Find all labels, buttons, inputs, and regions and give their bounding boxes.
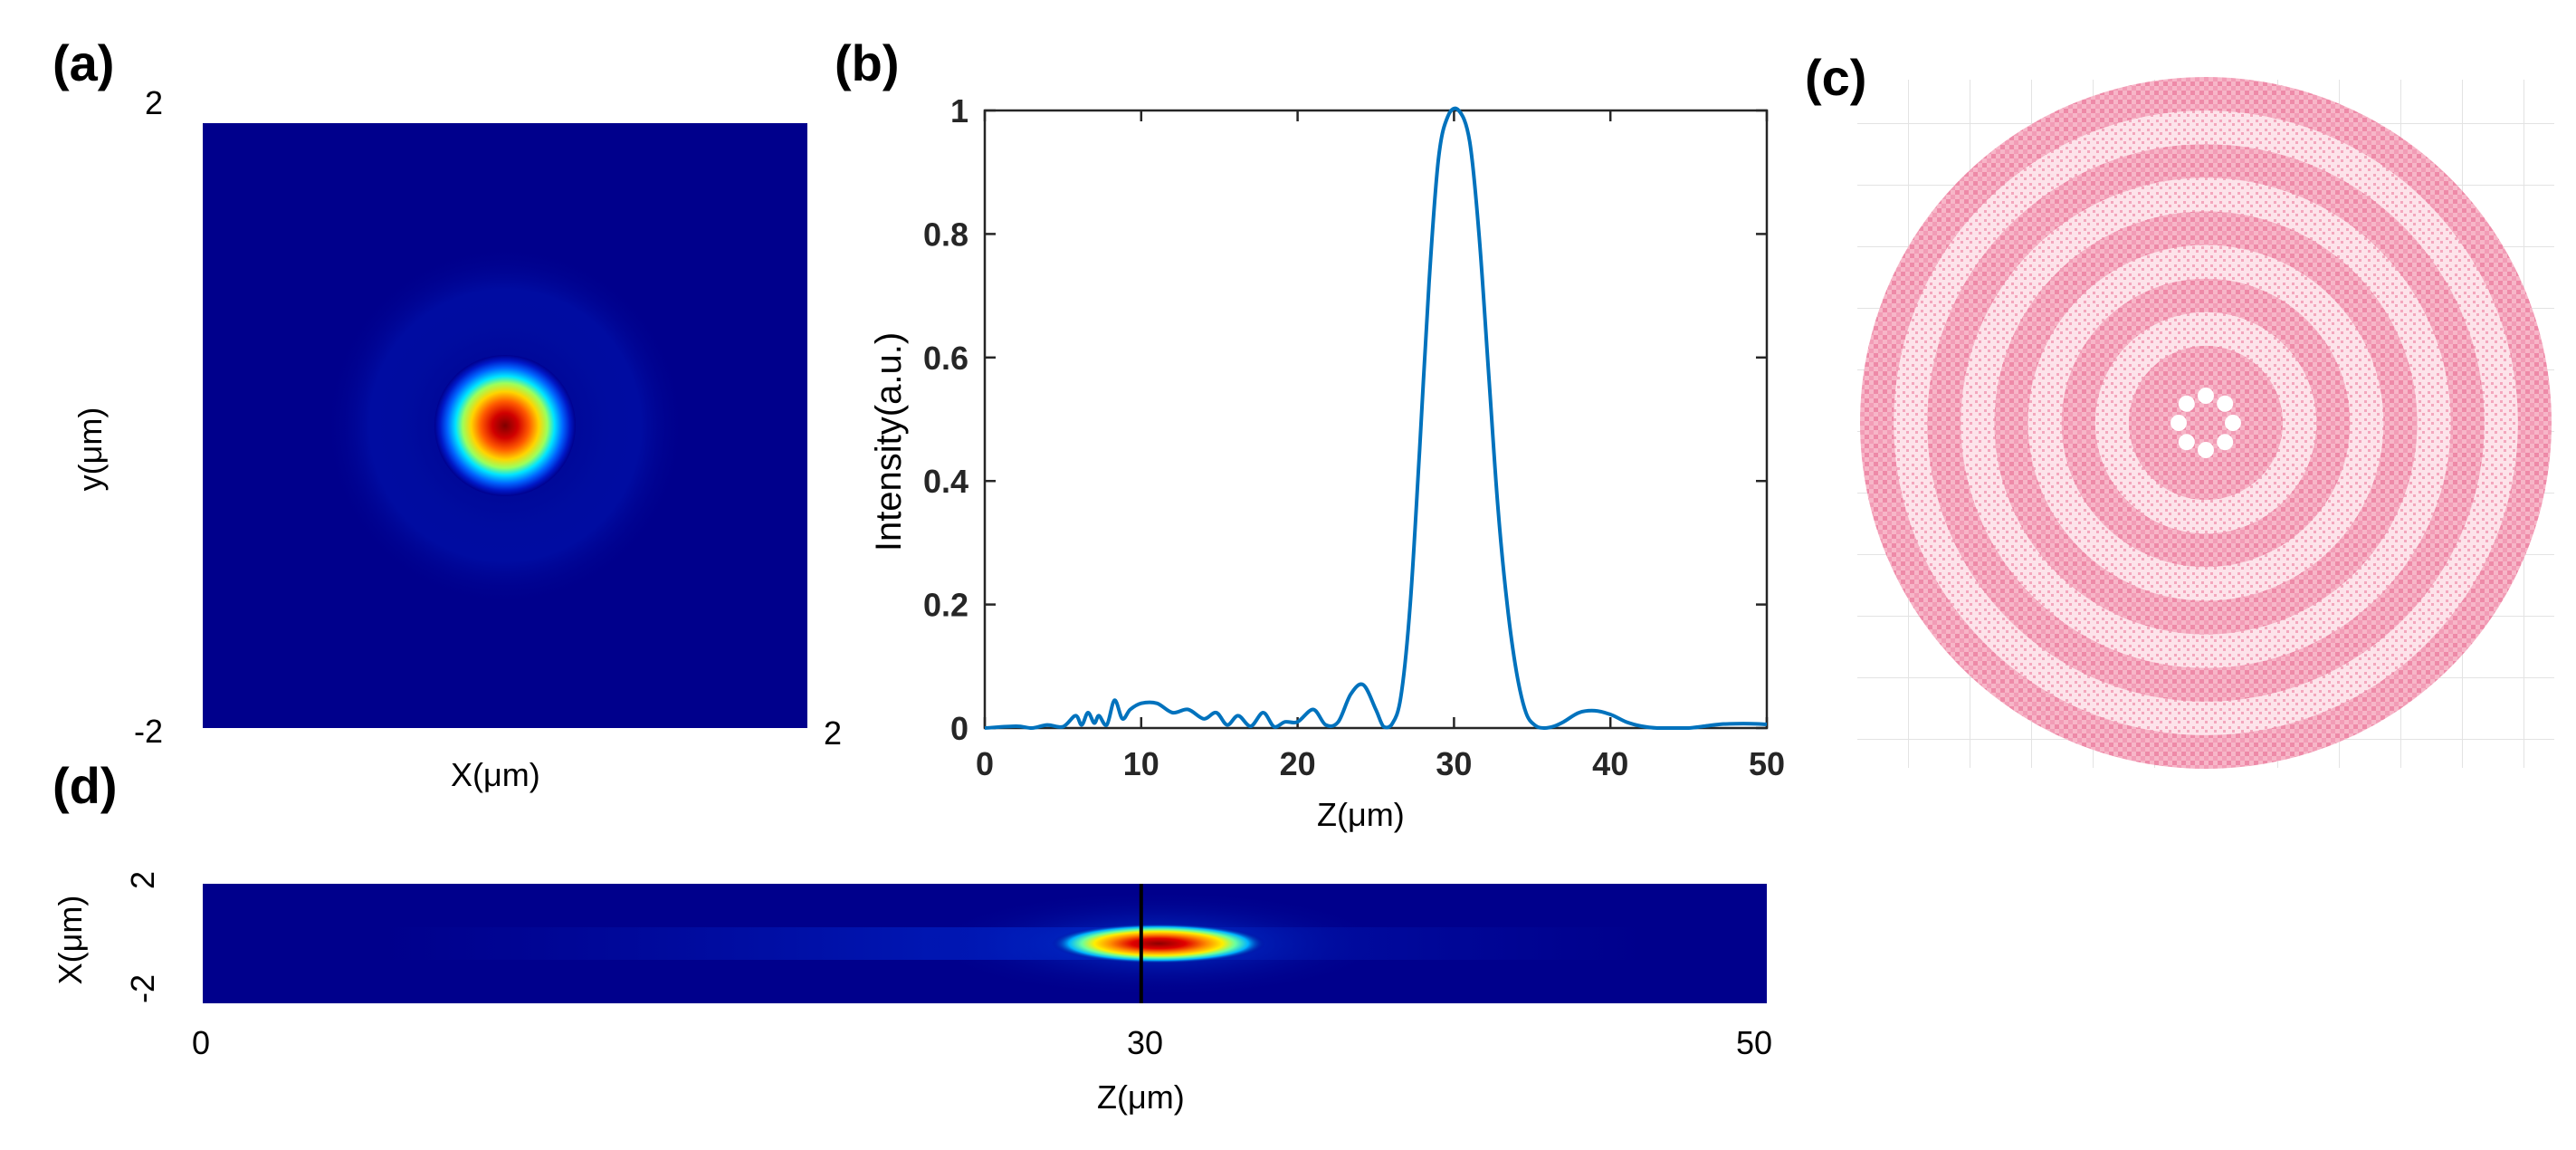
b-xtick-group: 0 10 20 30 40 50 [976, 110, 1785, 782]
b-xtick-label: 0 [976, 745, 994, 782]
c-ring-group [1860, 77, 2552, 769]
c-ring [2128, 345, 2284, 501]
panel-label-b: (b) [835, 34, 900, 91]
panel-d-heatmap [203, 884, 1767, 1003]
panel-label-d: (d) [52, 757, 118, 814]
b-axes-box [983, 109, 1769, 730]
c-center-dot [2178, 434, 2195, 451]
panel-c-metalens [1857, 77, 2554, 769]
panel-label-c: (c) [1805, 49, 1867, 106]
d-xlabel: Z(μm) [1097, 1078, 1185, 1116]
c-center-dot [2178, 395, 2195, 412]
d-xtick-0: 0 [192, 1024, 211, 1061]
a-ytick-top: 2 [145, 84, 164, 121]
d-xtick-50: 50 [1736, 1024, 1773, 1061]
panel-label-a: (a) [52, 34, 115, 91]
b-ytick-label: 1 [950, 92, 968, 129]
panel-a-heatmap [203, 123, 807, 728]
b-xtick-label: 50 [1749, 745, 1785, 782]
a-xtick-right: 2 [824, 714, 843, 752]
c-center-dot [2198, 388, 2214, 404]
b-xtick-label: 10 [1123, 745, 1159, 782]
a-ytick-bottom: -2 [134, 713, 164, 750]
d-xtick-30: 30 [1127, 1024, 1164, 1061]
c-center-dot [2217, 434, 2234, 451]
b-ytick-label: 0.4 [923, 463, 968, 500]
c-center-dot [2217, 395, 2234, 412]
b-xtick-label: 20 [1280, 745, 1316, 782]
b-ytick-group: 0 0.2 0.4 0.6 0.8 1 [923, 92, 1767, 747]
d-focal-spot [1052, 924, 1265, 963]
b-xtick-label: 30 [1436, 745, 1472, 782]
c-center-dot [2171, 415, 2187, 431]
b-intensity-curve [984, 106, 1768, 730]
b-xlabel: Z(μm) [1317, 796, 1405, 833]
a-focal-spot [434, 355, 576, 496]
b-xtick-label: 40 [1592, 745, 1628, 782]
panel-b-line-chart: 0 10 20 30 40 50 0 0.2 0.4 0.6 0.8 1 [923, 92, 1785, 782]
b-ytick-label: 0 [950, 710, 968, 747]
c-center-dot [2198, 442, 2214, 458]
b-ytick-label: 0.8 [923, 216, 968, 253]
b-ytick-label: 0.6 [923, 340, 968, 377]
c-center-dot [2225, 415, 2241, 431]
b-ytick-label: 0.2 [923, 587, 968, 624]
a-xlabel: X(μm) [451, 756, 540, 793]
